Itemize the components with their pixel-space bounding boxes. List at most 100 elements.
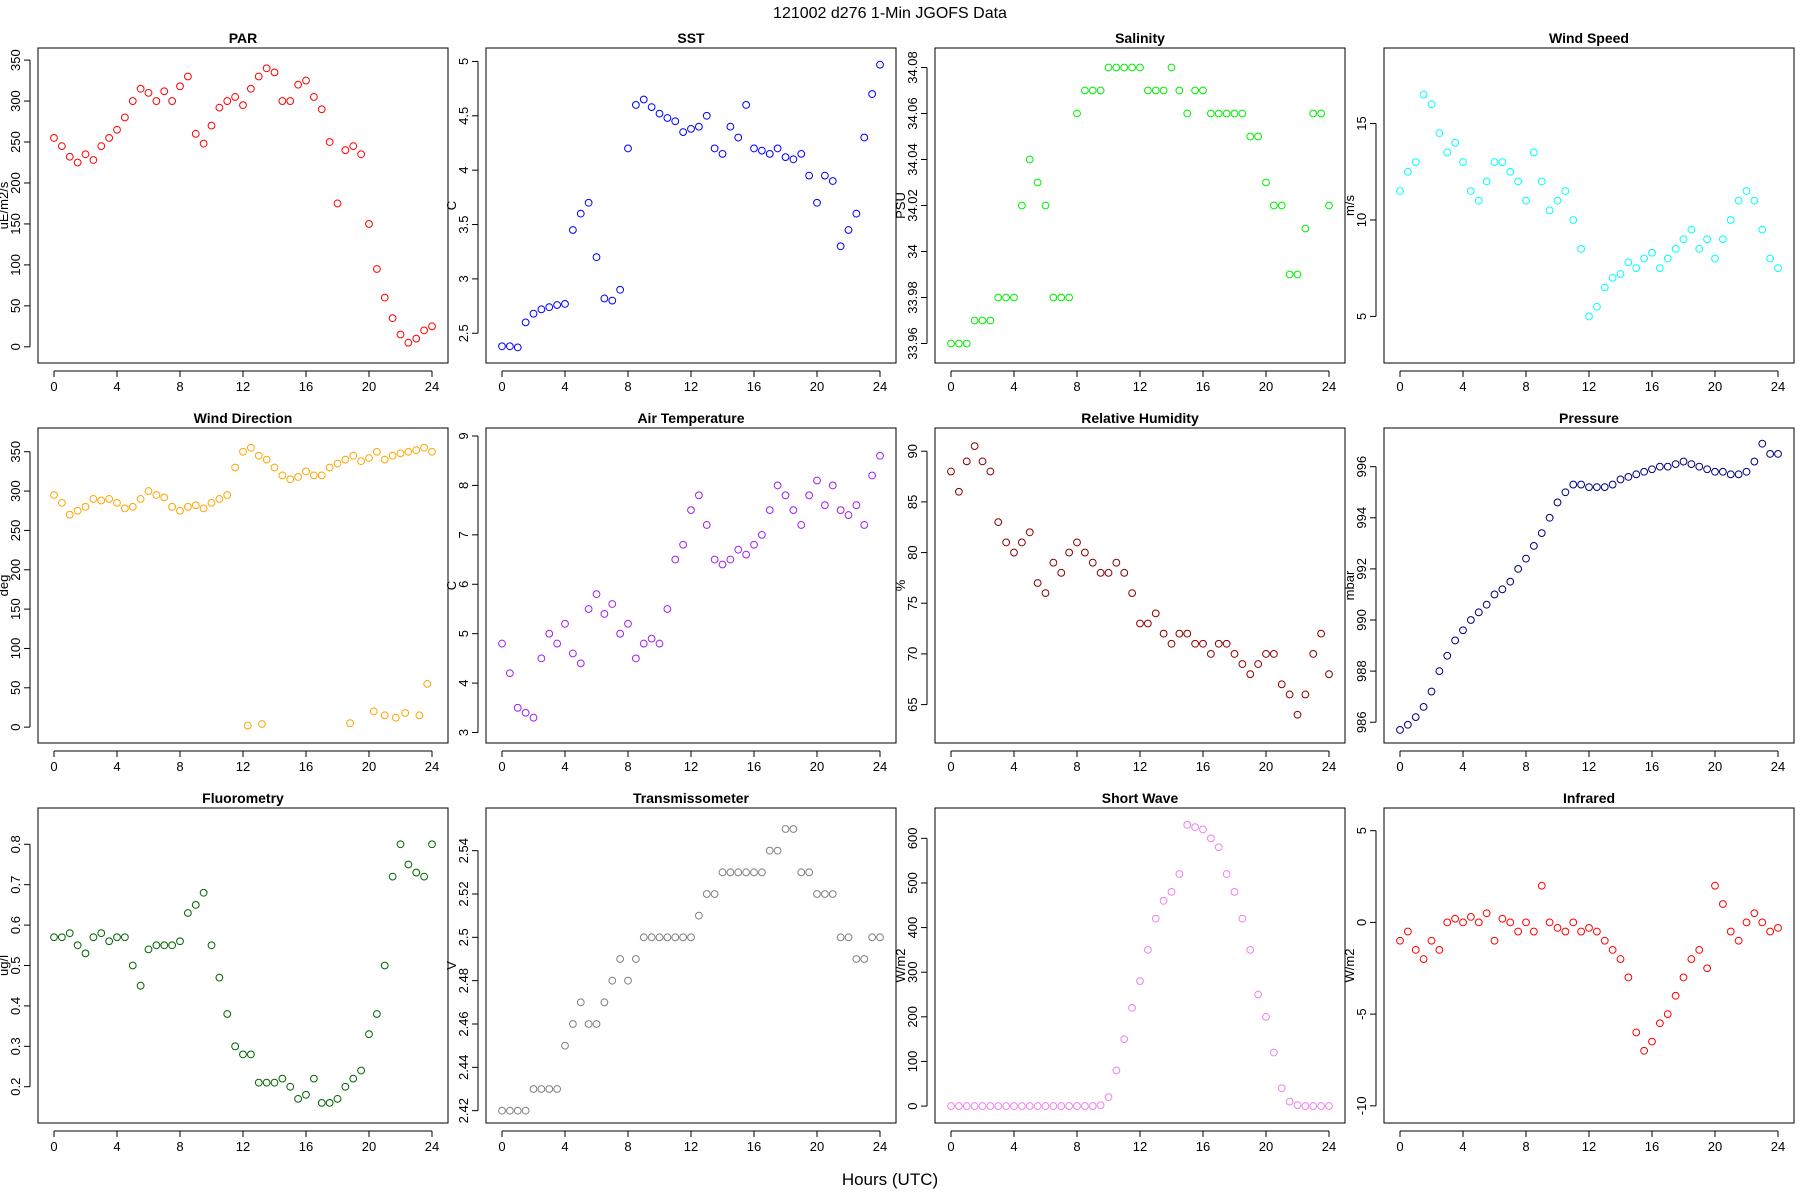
data-point: [797, 868, 806, 877]
data-point: [1088, 558, 1097, 567]
data-point: [1057, 1102, 1066, 1110]
data-point: [396, 449, 405, 458]
data-point: [1175, 870, 1184, 878]
data-point: [568, 226, 577, 234]
data-point: [726, 868, 735, 877]
data-point: [994, 1102, 1003, 1110]
data-point: [1435, 946, 1444, 954]
data-point: [1143, 945, 1152, 954]
y-tick-label: 6: [456, 581, 471, 588]
y-tick-label: 10: [1354, 213, 1369, 227]
x-tick-label: 24: [1771, 379, 1785, 394]
data-point: [1033, 579, 1042, 587]
data-point: [357, 1066, 366, 1075]
x-tick-label: 16: [1645, 1139, 1659, 1154]
plot-frame: [485, 427, 897, 744]
data-point: [144, 487, 153, 495]
x-tick-label: 24: [425, 379, 439, 394]
panel-pressure: Pressure 0 4 8 12 16 20 24 986 988 990 992 994 996 mba…: [1342, 410, 1795, 774]
panel-title: Air Temperature: [637, 410, 744, 426]
y-tick-label: 34: [905, 244, 920, 258]
data-point: [191, 501, 200, 510]
panel-title: Short Wave: [1102, 790, 1179, 806]
x-tick-label: 0: [50, 379, 57, 394]
data-point: [1687, 225, 1696, 234]
data-points: [947, 63, 1333, 348]
data-point: [1482, 909, 1491, 918]
data-point: [1577, 480, 1586, 489]
data-point: [254, 451, 263, 460]
panel-title: SST: [677, 30, 705, 46]
data-point: [852, 955, 861, 963]
y-tick-label: 2.44: [456, 1055, 471, 1080]
data-point: [789, 825, 798, 833]
data-point: [65, 929, 74, 938]
data-point: [710, 144, 719, 153]
panel-infrared: Infrared 0 4 8 12 16 20 24 -10 -5 0 5 W/m2: [1342, 790, 1795, 1154]
data-point: [1285, 1097, 1294, 1106]
data-point: [128, 961, 137, 970]
data-point: [346, 719, 355, 728]
data-point: [1734, 470, 1743, 479]
data-point: [1711, 467, 1719, 476]
data-point: [380, 711, 389, 720]
data-point: [1199, 639, 1207, 648]
data-point: [1183, 109, 1192, 118]
data-point: [1663, 254, 1672, 263]
data-point: [317, 1098, 326, 1107]
data-point: [401, 709, 410, 717]
data-point: [1671, 991, 1680, 1000]
data-point: [663, 114, 672, 122]
data-point: [498, 639, 506, 648]
data-point: [1655, 462, 1664, 471]
x-tick-label: 20: [1708, 759, 1722, 774]
data-point: [1183, 629, 1192, 638]
plot-frame: [1383, 47, 1795, 364]
x-tick-label: 12: [684, 379, 698, 394]
data-point: [1088, 1102, 1097, 1110]
data-point: [270, 463, 279, 472]
y-tick-label: 5: [456, 58, 471, 65]
plot-frame: [485, 47, 897, 364]
x-tick-label: 16: [1645, 379, 1659, 394]
data-point: [868, 471, 877, 480]
data-point: [1640, 467, 1649, 476]
data-point: [341, 146, 350, 155]
x-tick-label: 20: [810, 759, 824, 774]
y-tick-label: 34.04: [905, 143, 920, 176]
data-point: [1529, 541, 1538, 550]
data-point: [309, 1074, 318, 1083]
data-point: [1080, 548, 1089, 557]
data-point: [73, 158, 82, 167]
data-point: [1435, 667, 1444, 676]
data-point: [1269, 201, 1278, 210]
data-point: [294, 1094, 303, 1103]
data-point: [1522, 196, 1530, 205]
data-point: [545, 629, 554, 638]
data-point: [1002, 293, 1011, 302]
data-point: [828, 890, 837, 898]
y-tick-label: 50: [8, 299, 23, 313]
data-point: [1490, 158, 1499, 166]
data-point: [1325, 1102, 1333, 1110]
data-point: [423, 679, 432, 688]
y-tick-label: 300: [8, 90, 23, 112]
data-point: [262, 455, 271, 464]
data-point: [616, 285, 625, 294]
data-point: [1655, 264, 1664, 273]
data-point: [553, 301, 562, 309]
data-point: [553, 639, 562, 648]
data-point: [1096, 1101, 1105, 1110]
data-point: [765, 149, 774, 158]
y-tick-label: 2.46: [456, 1011, 471, 1036]
x-tick-label: 20: [362, 759, 376, 774]
data-point: [1671, 245, 1680, 253]
data-point: [183, 502, 192, 511]
data-point: [136, 495, 145, 503]
x-tick-label: 20: [1708, 379, 1722, 394]
data-point: [1514, 564, 1523, 573]
data-point: [521, 318, 530, 327]
data-point: [1608, 480, 1617, 489]
x-tick-label: 4: [1010, 759, 1017, 774]
data-point: [144, 945, 153, 954]
